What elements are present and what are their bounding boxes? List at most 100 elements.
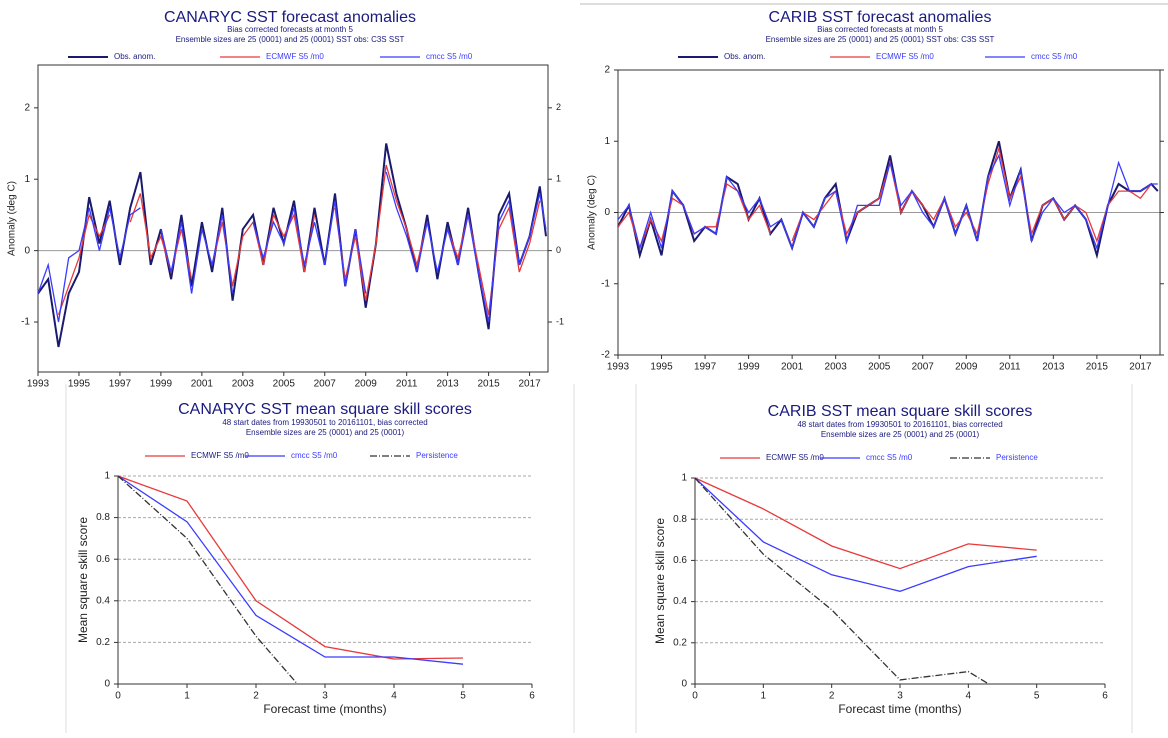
y-tick-label: 1	[604, 136, 610, 147]
y-tick-label: 0	[681, 679, 687, 690]
legend-label: cmcc S5 /m0	[1031, 52, 1078, 61]
x-tick-label: 1993	[607, 362, 630, 373]
x-tick-label: 2001	[781, 362, 804, 373]
legend-label: Obs. anom.	[114, 52, 155, 61]
legend-label: ECMWF S5 /m0	[266, 52, 324, 61]
x-tick-label: 2013	[1042, 362, 1065, 373]
x-tick-label: 0	[115, 691, 121, 702]
x-tick-label: 3	[322, 691, 328, 702]
x-tick-label: 2003	[232, 379, 255, 390]
legend-label: cmcc S5 /m0	[866, 453, 913, 462]
x-tick-label: 2017	[1129, 362, 1152, 373]
x-tick-label: 2007	[314, 379, 337, 390]
y-tick-label: 0.2	[96, 637, 110, 648]
series-line	[37, 171, 547, 323]
y-tick-label: -1	[556, 316, 564, 326]
chart-subtitle: Bias corrected forecasts at month 5	[817, 25, 943, 34]
legend-label: cmcc S5 /m0	[426, 52, 473, 61]
x-tick-label: 4	[966, 691, 972, 702]
y-tick-label: 0.2	[673, 637, 687, 648]
x-axis-label: Forecast time (months)	[263, 702, 386, 716]
chart-subtitle: Bias corrected forecasts at month 5	[227, 25, 353, 34]
x-tick-label: 5	[1034, 691, 1040, 702]
x-tick-label: 1	[761, 691, 767, 702]
y-tick-label: 0	[104, 679, 110, 690]
y-tick-label: 1	[104, 471, 110, 482]
series-line	[57, 164, 541, 316]
x-axis-label: Forecast time (months)	[838, 702, 961, 716]
chart-subtitle: 48 start dates from 19930501 to 20161101…	[797, 420, 1002, 429]
y-axis-label: Anomaly (deg C)	[7, 181, 18, 256]
series-line	[617, 141, 1159, 260]
chart-title: CARIB SST forecast anomalies	[769, 9, 992, 26]
legend-label: Obs. anom.	[724, 52, 765, 61]
x-tick-label: 2	[253, 691, 259, 702]
x-tick-label: 2	[829, 691, 835, 702]
x-tick-label: 2009	[355, 379, 378, 390]
y-tick-label: 0.4	[96, 595, 110, 606]
x-tick-label: 2007	[912, 362, 935, 373]
x-tick-label: 2001	[191, 379, 214, 390]
x-tick-label: 1997	[109, 379, 132, 390]
y-axis-label: Mean square skill score	[76, 517, 90, 643]
series-line	[617, 153, 1158, 251]
chart-subtitle: Ensemble sizes are 25 (0001) and 25 (000…	[246, 428, 405, 437]
series-line	[37, 143, 547, 348]
x-tick-label: 1995	[650, 362, 673, 373]
chart-subtitle: Ensemble sizes are 25 (0001) and 25 (000…	[176, 35, 405, 44]
y-tick-label: 0.6	[673, 555, 687, 566]
legend-label: Persistence	[416, 451, 458, 460]
y-tick-label: 0	[604, 207, 610, 218]
series-line	[117, 475, 464, 660]
x-tick-label: 6	[529, 691, 535, 702]
x-tick-label: 2011	[999, 362, 1021, 373]
legend-label: ECMWF S5 /m0	[191, 451, 249, 460]
chart-title: CARIB SST mean square skill scores	[768, 403, 1033, 420]
chart-subtitle: Ensemble sizes are 25 (0001) and 25 (000…	[821, 430, 980, 439]
series-line	[117, 475, 298, 685]
series-line	[694, 477, 1037, 570]
chart-subtitle: Ensemble sizes are 25 (0001) and 25 (000…	[766, 35, 995, 44]
y-tick-label: 1	[681, 473, 687, 484]
plot-frame	[37, 64, 549, 373]
chart-title: CANARYC SST mean square skill scores	[178, 401, 472, 418]
y-tick-label: 0	[556, 245, 561, 255]
y-tick-label: 2	[556, 102, 561, 112]
series-line	[694, 477, 1037, 592]
y-tick-label: -1	[601, 278, 610, 289]
x-tick-label: 1999	[150, 379, 173, 390]
legend-label: cmcc S5 /m0	[291, 451, 338, 460]
x-tick-label: 1	[184, 691, 190, 702]
x-tick-label: 2013	[437, 379, 460, 390]
plot-frame	[617, 69, 1161, 356]
x-tick-label: 1997	[694, 362, 717, 373]
y-tick-label: 0.4	[673, 596, 687, 607]
series-line	[617, 145, 1152, 251]
y-tick-label: -2	[601, 350, 610, 361]
legend-label: Persistence	[996, 453, 1038, 462]
chart-title: CANARYC SST forecast anomalies	[164, 9, 416, 26]
y-axis-label: Mean square skill score	[653, 518, 667, 644]
x-tick-label: 2015	[477, 379, 500, 390]
x-tick-label: 5	[460, 691, 466, 702]
x-tick-label: 2005	[273, 379, 296, 390]
x-tick-label: 1993	[27, 379, 50, 390]
x-tick-label: 6	[1102, 691, 1108, 702]
y-tick-label: 0	[24, 245, 30, 256]
x-tick-label: 2009	[955, 362, 978, 373]
y-axis-label: Anomaly (deg C)	[587, 175, 598, 250]
y-tick-label: 0.8	[96, 512, 110, 523]
chart-subtitle: 48 start dates from 19930501 to 20161101…	[222, 418, 427, 427]
x-tick-label: 0	[692, 691, 698, 702]
y-tick-label: 0.8	[673, 514, 687, 525]
y-tick-label: -1	[21, 317, 30, 328]
x-tick-label: 2015	[1086, 362, 1109, 373]
series-line	[117, 475, 464, 665]
y-tick-label: 2	[24, 102, 30, 113]
x-tick-label: 3	[897, 691, 903, 702]
x-tick-label: 2017	[518, 379, 541, 390]
series-line	[694, 477, 990, 685]
y-tick-label: 2	[604, 65, 610, 76]
